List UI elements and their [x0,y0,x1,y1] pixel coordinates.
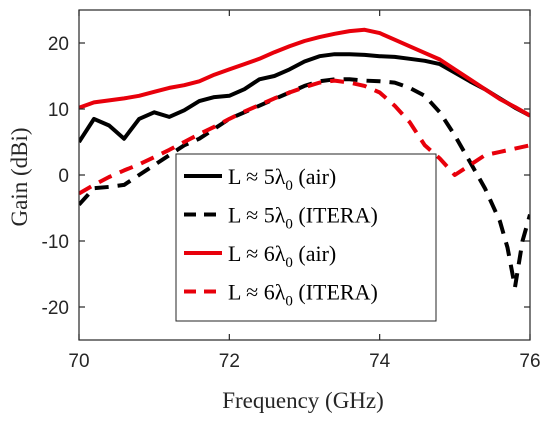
y-tick-label: -20 [42,298,69,319]
x-tick-label: 74 [369,351,391,372]
y-tick-label: -10 [42,232,69,253]
x-tick-label: 72 [219,351,240,372]
x-axis-label: Frequency (GHz) [222,388,384,413]
series-line-4 [79,78,530,196]
series-line-2 [79,77,530,290]
series-line-3 [79,27,530,118]
x-tick-label: 70 [68,351,89,372]
y-tick-label: 0 [58,166,69,187]
series-line-1 [79,52,530,144]
y-tick-label: 20 [48,34,69,55]
legend-entry-4: L ≈ 6λ0 (ITERA) [228,280,378,310]
legend-box [175,153,437,322]
legend-entry-1: L ≈ 5λ0 (air) [228,164,336,194]
legend-entry-2: L ≈ 5λ0 (ITERA) [228,203,378,233]
legend-entry-3: L ≈ 6λ0 (air) [228,241,336,271]
x-tick-label: 76 [519,351,540,372]
y-tick-label: 10 [48,100,69,121]
y-axis-label: Gain (dBi) [7,127,32,226]
